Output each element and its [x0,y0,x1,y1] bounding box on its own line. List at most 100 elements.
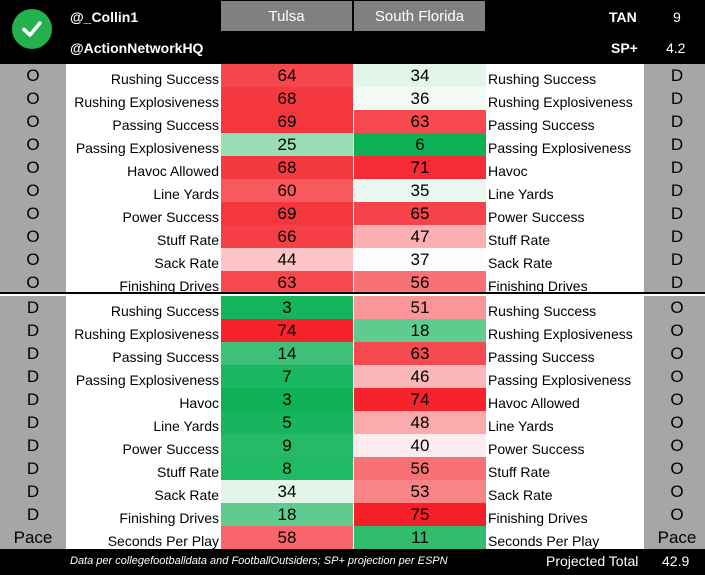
stat-label-left: Rushing Explosiveness [74,94,219,110]
side-label-right: O [644,388,705,411]
tulsa-value: 69 [221,110,353,133]
tulsa-value: 66 [221,225,353,248]
side-label-right: O [644,457,705,480]
section-divider [0,292,705,294]
tan-label: TAN [609,9,637,25]
side-label-left: D [0,480,66,503]
side-label-right: O [644,411,705,434]
stat-label-right: Power Success [488,441,585,457]
table-row: O Passing Success 69 63 Passing Success D [0,110,705,133]
side-label-right: D [644,87,705,110]
stat-label-left: Power Success [122,209,219,225]
side-label-right: D [644,179,705,202]
stat-label-right: Passing Explosiveness [488,372,632,388]
stat-label-right: Power Success [488,209,585,225]
side-label-right: D [644,248,705,271]
table-row: D Passing Explosiveness 7 46 Passing Explosi… [0,365,705,388]
usf-value: 71 [354,156,486,179]
tulsa-value: 9 [221,434,353,457]
side-label-right: O [644,319,705,342]
stat-label-left: Sack Rate [154,487,219,503]
table-row: D Power Success 9 40 Power Success O [0,434,705,457]
stat-label-right: Havoc Allowed [488,395,580,411]
stat-label-left: Passing Explosiveness [75,140,219,156]
side-label-right: D [644,271,705,294]
side-label-left: O [0,156,66,179]
usf-value: 74 [354,388,486,411]
stat-label-left: Passing Success [112,117,219,133]
tulsa-value: 3 [221,388,353,411]
side-label-left: Pace [0,526,66,549]
side-label-right: O [644,503,705,526]
table-row: O Havoc Allowed 68 71 Havoc D [0,156,705,179]
tulsa-value: 69 [221,202,353,225]
stat-label-left: Power Success [122,441,219,457]
usf-value: 56 [354,457,486,480]
stat-label-right: Stuff Rate [488,232,551,248]
side-label-right: O [644,434,705,457]
tulsa-value: 63 [221,271,353,294]
table-row: O Sack Rate 44 37 Sack Rate D [0,248,705,271]
table-row: D Havoc 3 74 Havoc Allowed O [0,388,705,411]
projected-total-label: Projected Total [546,553,639,569]
tulsa-value: 68 [221,87,353,110]
stat-label-left: Stuff Rate [156,464,219,480]
team-usf-header: South Florida [354,1,485,31]
usf-value: 56 [354,271,486,294]
spplus-label: SP+ [611,40,638,56]
side-label-right: D [644,133,705,156]
stat-label-left: Rushing Explosiveness [74,326,219,342]
side-label-left: O [0,64,66,87]
tulsa-value: 25 [221,133,353,156]
tulsa-value: 5 [221,411,353,434]
usf-value: 6 [354,133,486,156]
user-handle: @_Collin1 [70,9,139,25]
side-label-left: D [0,411,66,434]
usf-value: 48 [354,411,486,434]
table-row: D Rushing Success 3 51 Rushing Success O [0,296,705,319]
stat-label-left: Finishing Drives [119,278,219,294]
usf-value: 34 [354,64,486,87]
side-label-left: D [0,296,66,319]
table-row: O Rushing Explosiveness 68 36 Rushing Explos… [0,87,705,110]
tulsa-value: 14 [221,342,353,365]
table-row: D Sack Rate 34 53 Sack Rate O [0,480,705,503]
stats-table: O Rushing Success 64 34 Rushing Success D O Rus… [0,64,705,526]
stat-label-right: Stuff Rate [488,464,551,480]
side-label-left: O [0,110,66,133]
usf-value: 40 [354,434,486,457]
tulsa-value: 60 [221,179,353,202]
side-label-left: O [0,271,66,294]
table-row: O Stuff Rate 66 47 Stuff Rate D [0,225,705,248]
tulsa-value: 7 [221,365,353,388]
table-row: O Finishing Drives 63 56 Finishing Drives D [0,271,705,294]
side-label-right: O [644,480,705,503]
table-row: D Passing Success 14 63 Passing Success O [0,342,705,365]
usf-value: 53 [354,480,486,503]
stat-label-right: Passing Explosiveness [488,140,632,156]
tulsa-value: 34 [221,480,353,503]
side-label-left: D [0,457,66,480]
stat-label-left: Havoc Allowed [127,163,219,179]
side-label-left: D [0,342,66,365]
stat-label-left: Rushing Success [110,71,219,87]
side-label-left: D [0,434,66,457]
spplus-value: 4.2 [666,40,686,56]
tulsa-value: 18 [221,503,353,526]
pace-row: Pace Seconds Per Play 58 11 Seconds Per … [0,526,705,549]
table-row: D Line Yards 5 48 Line Yards O [0,411,705,434]
stat-label-right: Rushing Explosiveness [488,326,633,342]
stat-label-left: Passing Success [112,349,219,365]
table-row: O Passing Explosiveness 25 6 Passing Explosi… [0,133,705,156]
checkmark-icon [12,9,52,49]
side-label-right: D [644,225,705,248]
stat-label-right: Finishing Drives [488,510,588,526]
tulsa-value: 74 [221,319,353,342]
side-label-left: D [0,503,66,526]
stat-label-right: Rushing Success [488,71,597,87]
usf-value: 47 [354,225,486,248]
tulsa-value: 8 [221,457,353,480]
usf-value: 46 [354,365,486,388]
usf-value: 51 [354,296,486,319]
tulsa-value: 68 [221,156,353,179]
